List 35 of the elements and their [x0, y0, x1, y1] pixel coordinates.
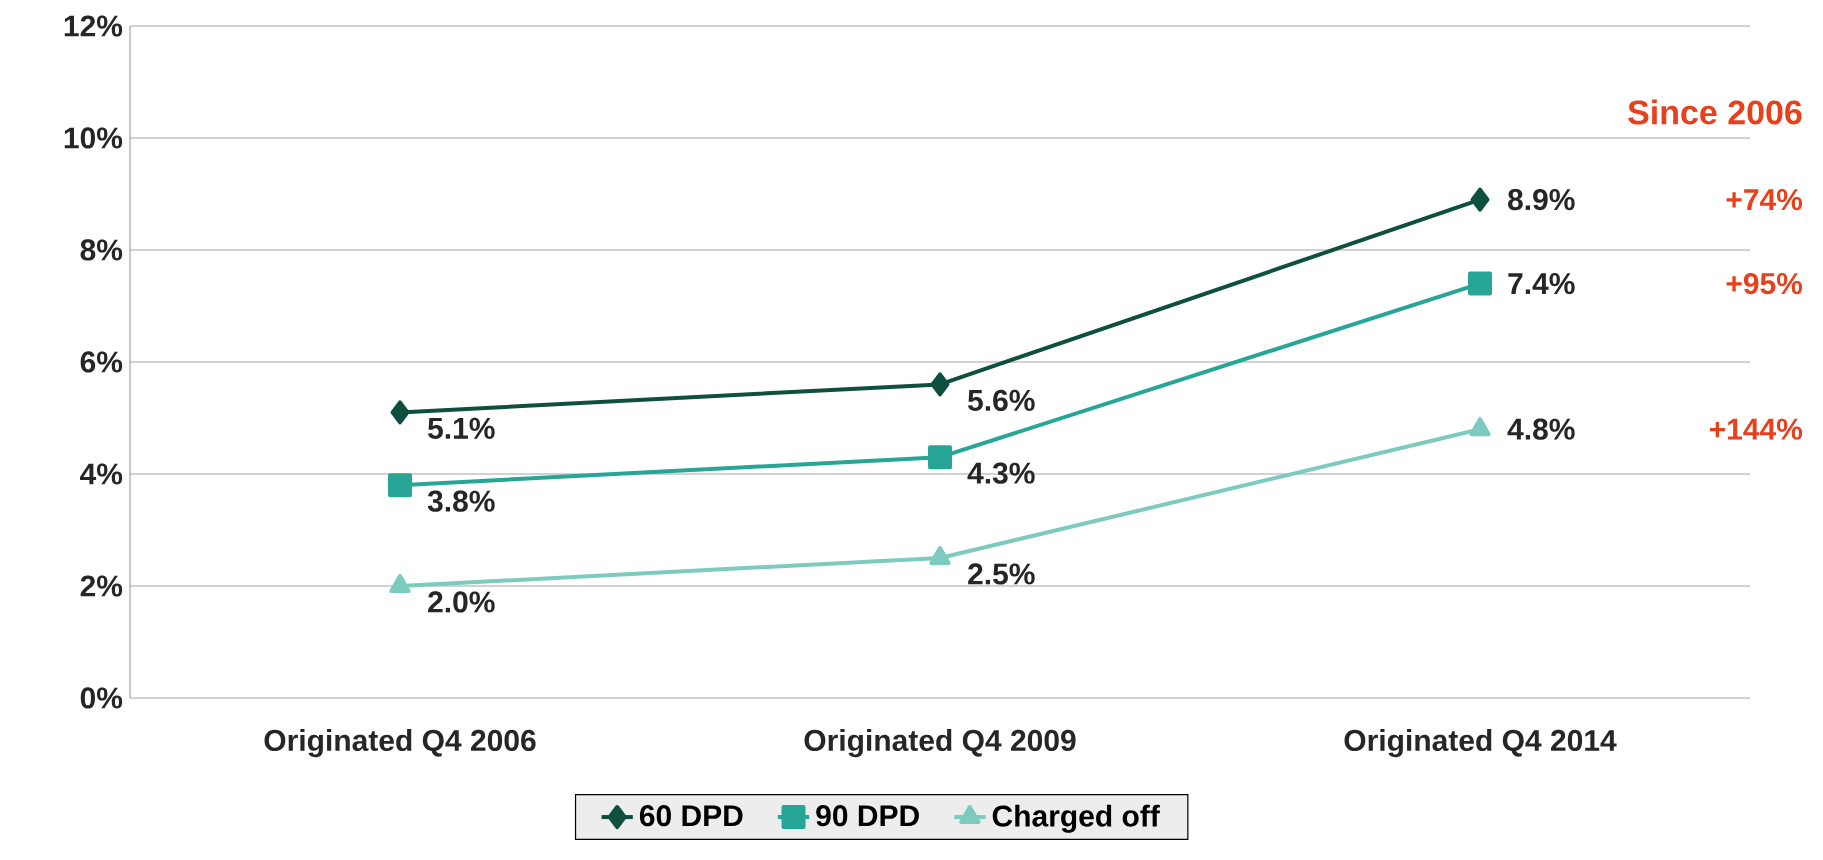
point	[389, 573, 411, 593]
y-tick-label: 6%	[80, 351, 123, 373]
x-tick-label: Originated Q4 2006	[264, 729, 536, 758]
x-tick-label: Originated Q4 2009	[804, 729, 1076, 758]
point	[928, 445, 953, 470]
point	[390, 400, 410, 425]
data-label: 2.5%	[968, 563, 1035, 585]
data-label: 4.8%	[1507, 418, 1575, 440]
legend-label: 60 DPD	[639, 805, 743, 827]
data-label: 7.4%	[1508, 273, 1575, 295]
data-label: 3.8%	[427, 490, 495, 512]
annotation: Since 2006	[1628, 99, 1802, 125]
annotation: +95%	[1726, 272, 1803, 295]
y-tick-label: 4%	[80, 463, 123, 485]
point	[1470, 187, 1490, 212]
data-label: 8.9%	[1508, 188, 1575, 211]
y-tick-label: 0%	[80, 687, 123, 709]
point	[929, 545, 951, 565]
point	[1469, 417, 1491, 437]
point	[1468, 271, 1493, 296]
x-tick-label: Originated Q4 2014	[1344, 729, 1617, 758]
data-label: 5.1%	[427, 417, 495, 439]
point	[930, 372, 950, 397]
data-label: 5.6%	[967, 389, 1035, 411]
data-label: 4.3%	[967, 462, 1035, 484]
legend-label: Charged off	[992, 804, 1160, 833]
legend-label: 90 DPD	[816, 805, 919, 827]
y-tick-label: 12%	[64, 15, 123, 37]
y-tick-label: 10%	[64, 127, 123, 149]
data-label: 2.0%	[428, 591, 495, 613]
point	[388, 473, 413, 498]
y-tick-label: 2%	[80, 575, 123, 597]
annotation: +144%	[1709, 418, 1803, 440]
annotation: +74%	[1726, 189, 1803, 211]
y-tick-label: 8%	[80, 239, 123, 261]
